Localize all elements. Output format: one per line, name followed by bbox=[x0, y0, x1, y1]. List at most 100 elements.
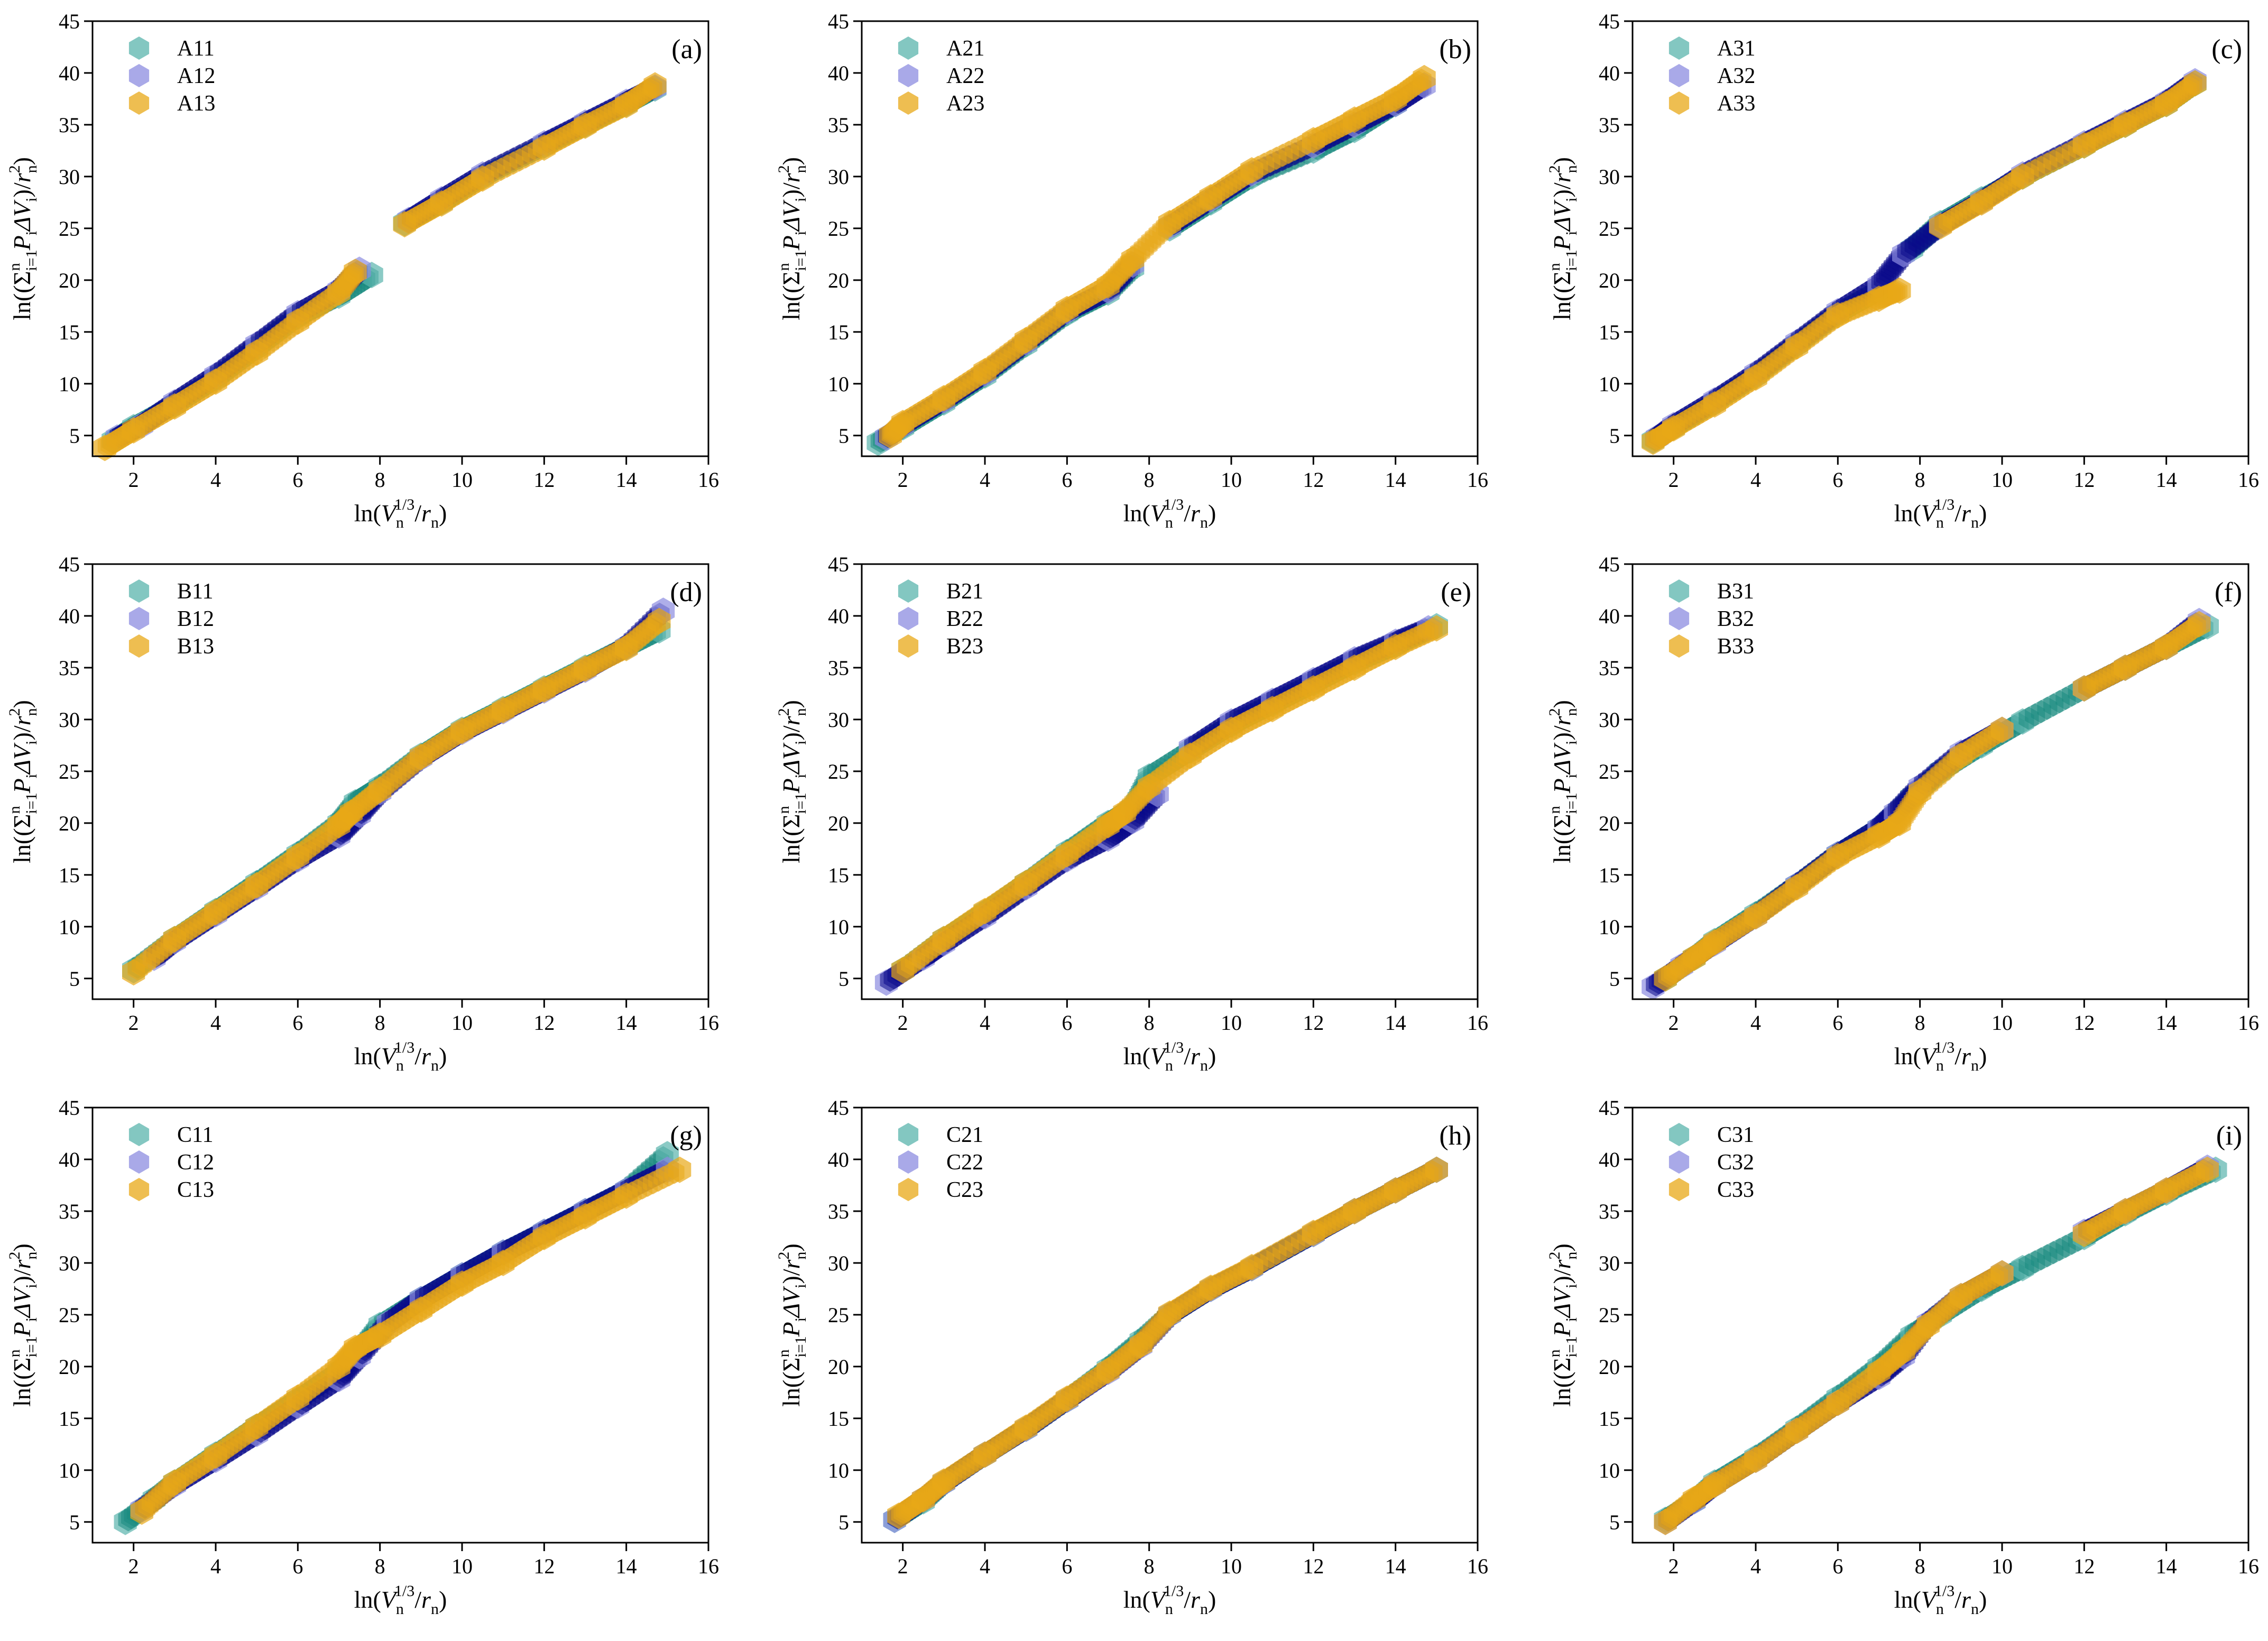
x-tick-label: 4 bbox=[210, 1554, 221, 1578]
y-tick-label: 30 bbox=[59, 708, 80, 732]
y-tick-label: 20 bbox=[59, 1355, 80, 1379]
x-axis-label: ln(Vn1/3/rn) bbox=[1894, 1039, 1987, 1074]
x-tick-label: 4 bbox=[1750, 468, 1761, 492]
x-tick-label: 16 bbox=[698, 1011, 719, 1035]
y-tick-label: 25 bbox=[828, 1303, 849, 1327]
legend-label: A33 bbox=[1717, 91, 1755, 116]
legend-marker bbox=[898, 64, 919, 87]
x-tick-label: 12 bbox=[533, 1554, 555, 1578]
x-tick-label: 12 bbox=[533, 1011, 555, 1035]
y-tick-label: 35 bbox=[1599, 656, 1620, 680]
x-tick-label: 2 bbox=[128, 468, 139, 492]
legend-marker bbox=[1668, 634, 1690, 658]
y-tick-label: 15 bbox=[1599, 320, 1620, 344]
y-tick-label: 45 bbox=[828, 1096, 849, 1120]
x-axis-label: ln(Vn1/3/rn) bbox=[1123, 1582, 1216, 1618]
y-tick-label: 35 bbox=[828, 113, 849, 137]
legend-label: B12 bbox=[177, 607, 214, 631]
legend-label: C13 bbox=[177, 1178, 214, 1202]
y-tick-label: 25 bbox=[828, 760, 849, 783]
y-tick-label: 25 bbox=[59, 217, 80, 241]
legend-marker bbox=[1668, 1123, 1690, 1146]
y-tick-label: 25 bbox=[1599, 217, 1620, 241]
y-tick-label: 35 bbox=[1599, 113, 1620, 137]
x-tick-label: 12 bbox=[1303, 1011, 1324, 1035]
y-tick-label: 5 bbox=[69, 967, 80, 991]
x-tick-label: 8 bbox=[1915, 468, 1925, 492]
legend-marker bbox=[898, 1178, 919, 1201]
y-axis-label: ln((Σi=1nPiΔVi)/r2n) bbox=[1546, 1243, 1580, 1407]
panel-i: 2 4 6 8 10 12 14 16 5 10 15 20 25 30 35 40 45 (i) C31 C32 C3… bbox=[1546, 1096, 2259, 1618]
data-point bbox=[2183, 70, 2207, 97]
y-tick-label: 45 bbox=[59, 1096, 80, 1120]
legend-label: C23 bbox=[946, 1178, 983, 1202]
data-point bbox=[1425, 615, 1448, 642]
panel-label: (c) bbox=[2211, 34, 2242, 64]
legend-marker bbox=[898, 1123, 919, 1146]
y-tick-label: 15 bbox=[828, 320, 849, 344]
x-tick-label: 2 bbox=[898, 1011, 908, 1035]
legend-label: C31 bbox=[1717, 1123, 1754, 1147]
x-tick-label: 14 bbox=[2156, 1011, 2177, 1035]
legend-label: C32 bbox=[1717, 1150, 1754, 1175]
y-tick-label: 35 bbox=[828, 1200, 849, 1223]
y-tick-label: 20 bbox=[59, 812, 80, 835]
x-tick-label: 14 bbox=[616, 468, 637, 492]
y-axis-label: ln((Σi=1nPiΔVi)/r2n) bbox=[775, 1243, 809, 1407]
panel-label: (d) bbox=[670, 577, 702, 607]
series-B23 bbox=[891, 615, 1448, 984]
data-point bbox=[344, 259, 367, 285]
legend-label: A21 bbox=[946, 36, 984, 61]
panel-f: 2 4 6 8 10 12 14 16 5 10 15 20 25 30 35 40 45 (f) B31 B32 B3… bbox=[1546, 552, 2259, 1074]
x-tick-label: 16 bbox=[2238, 1554, 2259, 1578]
legend-label: A23 bbox=[946, 91, 984, 116]
x-tick-label: 4 bbox=[210, 1011, 221, 1035]
legend-marker bbox=[898, 579, 919, 603]
x-tick-label: 10 bbox=[1992, 1011, 2013, 1035]
y-tick-label: 15 bbox=[828, 863, 849, 887]
legend-marker bbox=[1668, 579, 1690, 603]
x-tick-label: 16 bbox=[2238, 1011, 2259, 1035]
data-point bbox=[2196, 1156, 2219, 1183]
data-point bbox=[648, 607, 671, 634]
y-axis-label: ln((Σi=1nPiΔVi)/r2n) bbox=[6, 1243, 40, 1407]
legend-marker bbox=[1668, 607, 1690, 630]
x-tick-label: 6 bbox=[1832, 1011, 1843, 1035]
series-C33 bbox=[1654, 1156, 2219, 1535]
legend-label: A13 bbox=[177, 91, 215, 116]
x-tick-label: 8 bbox=[1144, 1011, 1155, 1035]
y-tick-label: 5 bbox=[1609, 424, 1620, 448]
y-tick-label: 15 bbox=[59, 1407, 80, 1431]
legend-label: C11 bbox=[177, 1123, 213, 1147]
y-tick-label: 40 bbox=[59, 1148, 80, 1172]
data-point bbox=[1425, 1156, 1448, 1183]
y-tick-label: 10 bbox=[1599, 372, 1620, 396]
x-tick-label: 6 bbox=[292, 1011, 303, 1035]
x-tick-label: 10 bbox=[1221, 1011, 1242, 1035]
x-tick-label: 2 bbox=[128, 1011, 139, 1035]
legend-label: B11 bbox=[177, 579, 213, 604]
x-tick-label: 14 bbox=[1385, 1554, 1406, 1578]
y-tick-label: 35 bbox=[1599, 1200, 1620, 1223]
y-tick-label: 20 bbox=[1599, 812, 1620, 835]
x-tick-label: 14 bbox=[1385, 468, 1406, 492]
x-tick-label: 12 bbox=[533, 468, 555, 492]
x-tick-label: 6 bbox=[1062, 1554, 1072, 1578]
x-tick-label: 4 bbox=[1750, 1554, 1761, 1578]
y-tick-label: 30 bbox=[59, 165, 80, 189]
y-tick-label: 25 bbox=[828, 217, 849, 241]
y-tick-label: 30 bbox=[828, 708, 849, 732]
series-B13 bbox=[122, 607, 671, 986]
x-tick-label: 6 bbox=[292, 468, 303, 492]
series-A13 bbox=[93, 72, 667, 462]
panel-label: (g) bbox=[670, 1121, 702, 1151]
panel-c: 2 4 6 8 10 12 14 16 5 10 15 20 25 30 35 40 45 (c) A31 A32 A3… bbox=[1546, 10, 2259, 531]
panel-h: 2 4 6 8 10 12 14 16 5 10 15 20 25 30 35 40 45 (h) C21 C22 C2… bbox=[775, 1096, 1488, 1618]
y-axis-label: ln((Σi=1nPiΔVi)/r2n) bbox=[6, 700, 40, 863]
x-tick-label: 2 bbox=[1668, 1554, 1679, 1578]
x-tick-label: 8 bbox=[1144, 1554, 1155, 1578]
x-tick-label: 14 bbox=[616, 1011, 637, 1035]
panel-label: (a) bbox=[671, 34, 702, 64]
y-tick-label: 15 bbox=[59, 863, 80, 887]
